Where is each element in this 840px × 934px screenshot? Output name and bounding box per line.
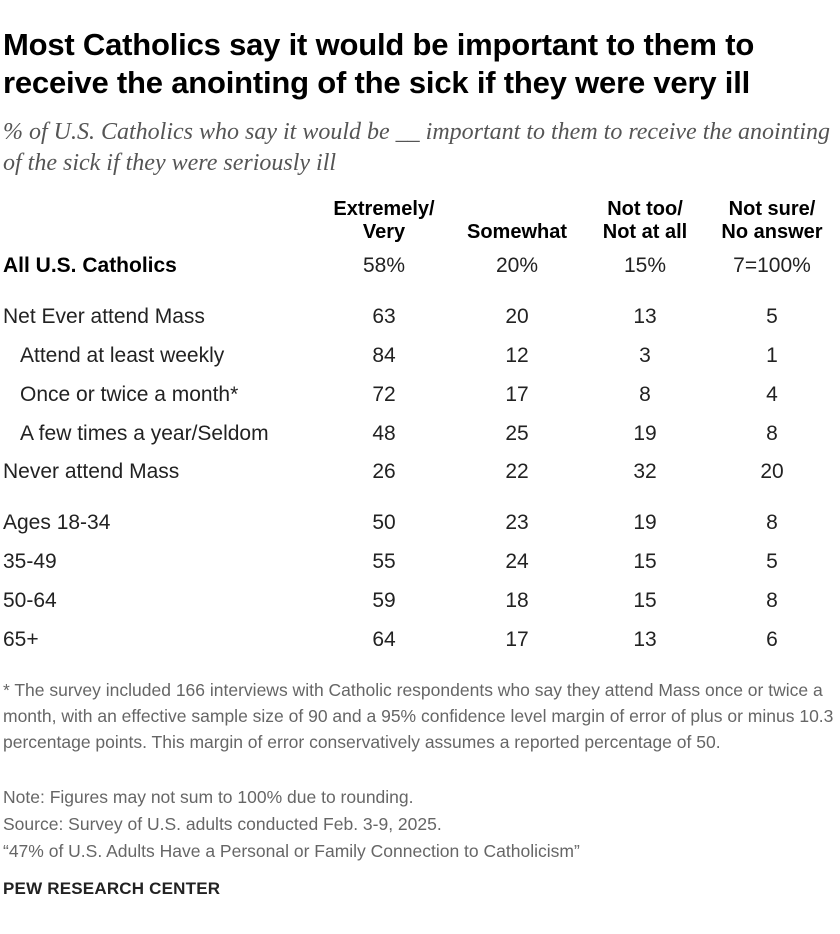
table-row: 50-64 59 18 15 8: [0, 588, 840, 614]
table-row: A few times a year/Seldom 48 25 19 8: [0, 421, 840, 447]
cell-not-sure: 4: [766, 383, 778, 406]
col-header-line1: Extremely/: [333, 198, 435, 220]
col-header-line1: Not too/: [607, 198, 683, 220]
col-header-somewhat: Somewhat: [447, 221, 587, 244]
table-row: 65+ 64 17 13 6: [0, 627, 840, 653]
table-row: Ages 18-34 50 23 19 8: [0, 510, 840, 536]
cell-not-too: 15: [633, 550, 657, 573]
row-label: Never attend Mass: [3, 460, 180, 483]
table-row: 35-49 55 24 15 5: [0, 549, 840, 575]
row-label: Once or twice a month*: [20, 383, 239, 406]
chart-subtitle: % of U.S. Catholics who say it would be …: [3, 119, 831, 176]
cell-somewhat: 17: [505, 383, 529, 406]
cell-extremely-very: 26: [372, 460, 396, 483]
cell-not-sure: 8: [766, 589, 778, 612]
table-row: All U.S. Catholics 58% 20% 15% 7=100%: [0, 253, 840, 279]
cell-not-sure: 1: [766, 344, 778, 367]
row-label: A few times a year/Seldom: [20, 422, 269, 445]
table-row: Never attend Mass 26 22 32 20: [0, 459, 840, 485]
cell-not-too: 19: [633, 422, 657, 445]
row-label: 65+: [3, 628, 39, 651]
cell-extremely-very: 50: [372, 511, 396, 534]
cell-extremely-very: 59: [372, 589, 396, 612]
col-header-line1: Not sure/: [728, 198, 816, 220]
cell-extremely-very: 64: [372, 628, 396, 651]
cell-extremely-very: 55: [372, 550, 396, 573]
cell-not-too: 13: [633, 305, 657, 328]
cell-somewhat: 25: [505, 422, 529, 445]
footnote-source: Source: Survey of U.S. adults conducted …: [3, 814, 442, 834]
cell-extremely-very: 72: [372, 383, 396, 406]
row-label: All U.S. Catholics: [3, 254, 177, 277]
cell-not-too: 15%: [623, 254, 667, 277]
col-header-not-too: Not too/ Not at all: [575, 198, 715, 244]
cell-not-too: 32: [633, 460, 657, 483]
col-header-line2: Very: [362, 221, 406, 243]
cell-extremely-very: 58%: [362, 254, 406, 277]
cell-not-too: 15: [633, 589, 657, 612]
org-logo-text: PEW RESEARCH CENTER: [3, 879, 221, 898]
col-header-line2: No answer: [721, 221, 823, 243]
col-header-line2: Somewhat: [466, 221, 568, 243]
row-label: 35-49: [3, 550, 57, 573]
row-label: 50-64: [3, 589, 57, 612]
footnote-report-title: “47% of U.S. Adults Have a Personal or F…: [3, 841, 580, 861]
cell-not-too: 19: [633, 511, 657, 534]
row-label: Net Ever attend Mass: [3, 305, 205, 328]
cell-not-sure: 20: [760, 460, 784, 483]
col-header-not-sure: Not sure/ No answer: [702, 198, 840, 244]
cell-somewhat: 20%: [495, 254, 539, 277]
cell-somewhat: 18: [505, 589, 529, 612]
row-label: Attend at least weekly: [20, 344, 225, 367]
cell-not-too: 3: [639, 344, 651, 367]
footnote-note: Note: Figures may not sum to 100% due to…: [3, 787, 414, 807]
cell-somewhat: 17: [505, 628, 529, 651]
cell-not-sure: 5: [766, 305, 778, 328]
cell-not-too: 13: [633, 628, 657, 651]
table-row: Attend at least weekly 84 12 3 1: [0, 343, 840, 369]
cell-extremely-very: 63: [372, 305, 396, 328]
cell-not-too: 8: [639, 383, 651, 406]
cell-somewhat: 23: [505, 511, 529, 534]
cell-extremely-very: 48: [372, 422, 396, 445]
table-row: Net Ever attend Mass 63 20 13 5: [0, 304, 840, 330]
cell-somewhat: 12: [505, 344, 529, 367]
col-header-line2: Not at all: [602, 221, 688, 243]
col-header-extremely-very: Extremely/ Very: [314, 198, 454, 244]
footnote-asterisk: * The survey included 166 interviews wit…: [3, 680, 834, 752]
cell-extremely-very: 84: [372, 344, 396, 367]
cell-not-sure: 7=100%: [733, 254, 811, 277]
row-label: Ages 18-34: [3, 511, 111, 534]
cell-somewhat: 20: [505, 305, 529, 328]
cell-not-sure: 8: [766, 422, 778, 445]
cell-somewhat: 24: [505, 550, 529, 573]
cell-not-sure: 5: [766, 550, 778, 573]
chart-title: Most Catholics say it would be important…: [3, 27, 755, 100]
table-row: Once or twice a month* 72 17 8 4: [0, 382, 840, 408]
cell-not-sure: 6: [766, 628, 778, 651]
cell-not-sure: 8: [766, 511, 778, 534]
cell-somewhat: 22: [505, 460, 529, 483]
